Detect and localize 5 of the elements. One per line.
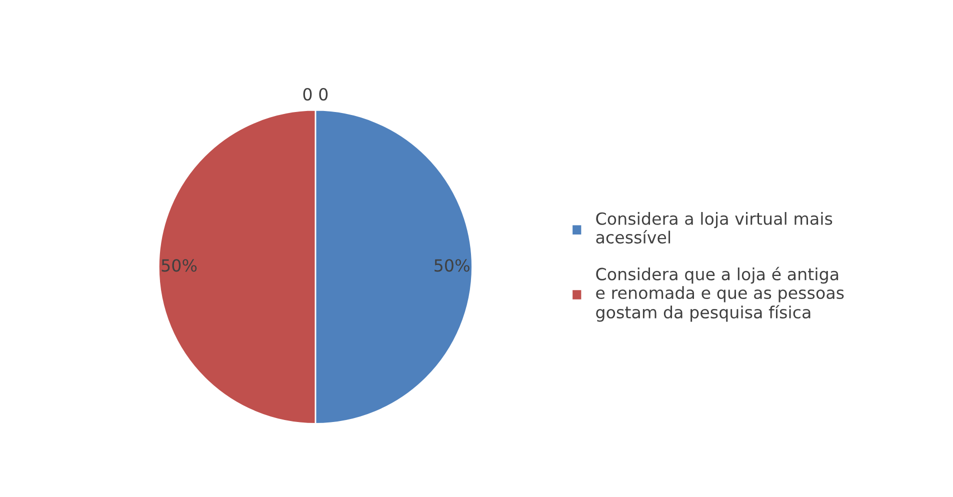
data-label: 50%: [434, 259, 470, 272]
legend-label: Considera a loja virtual mais acessível: [596, 212, 832, 244]
data-label: 50%: [162, 259, 197, 272]
text: 0 0: [303, 88, 328, 101]
legend-label: Considera que a loja é antiga e renomada e que as pessoas gostam da pesquisa física: [596, 266, 844, 322]
